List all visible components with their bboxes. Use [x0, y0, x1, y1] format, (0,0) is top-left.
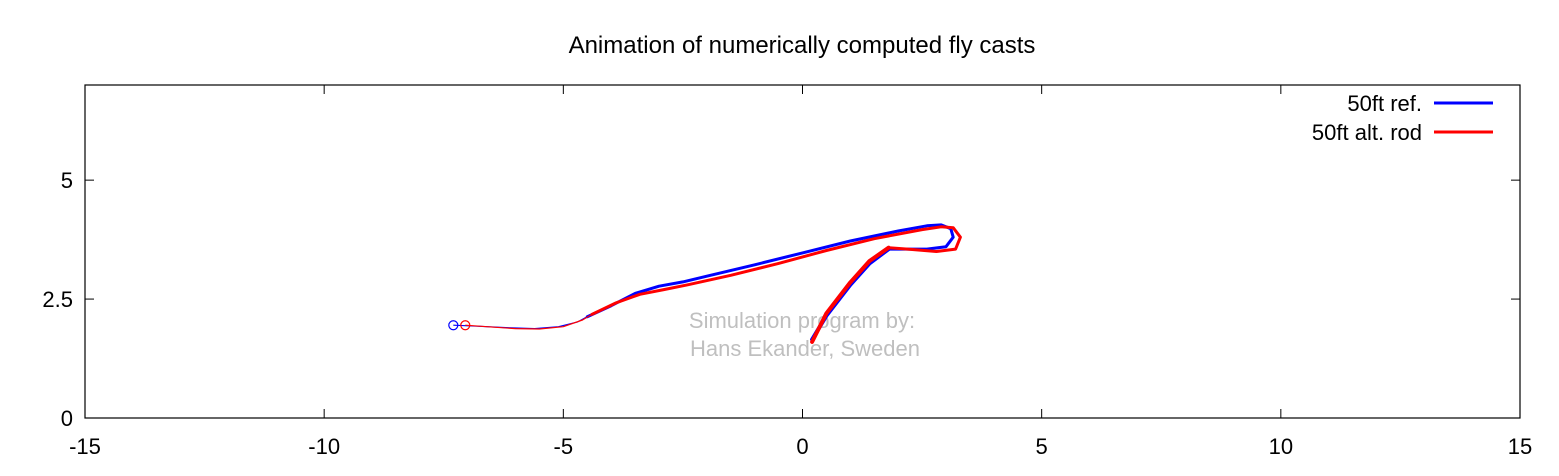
y-tick-label: 5 [61, 168, 73, 193]
series-layer [448, 223, 962, 344]
annotation-line-1: Simulation program by: [689, 308, 915, 333]
x-tick-label: -5 [554, 434, 574, 459]
x-tick-label: 10 [1269, 434, 1293, 459]
legend-label-1: 50ft ref. [1347, 91, 1422, 116]
series-2-fly-line [590, 225, 962, 316]
y-tick-label: 0 [61, 406, 73, 431]
series-2-rod [810, 245, 891, 344]
legend: 50ft ref. 50ft alt. rod [1312, 91, 1493, 145]
series-2-tip-marker [460, 320, 471, 331]
x-tick-label: -15 [69, 434, 101, 459]
legend-label-2: 50ft alt. rod [1312, 120, 1422, 145]
series-1-leader-line [453, 316, 588, 330]
series-2 [460, 225, 962, 344]
chart-title: Animation of numerically computed fly ca… [569, 32, 1036, 59]
annotation-line-2: Hans Ekander, Sweden [690, 336, 920, 361]
series-1-tip-marker [448, 320, 459, 331]
x-tick-label: 0 [796, 434, 808, 459]
axis-ticks: -15 -10 -5 0 5 10 15 0 2.5 5 [42, 85, 1532, 459]
watermark-annotation: Simulation program by: Hans Ekander, Swe… [689, 308, 920, 361]
x-tick-label: -10 [308, 434, 340, 459]
x-tick-label: 15 [1508, 434, 1532, 459]
x-tick-label: 5 [1036, 434, 1048, 459]
y-tick-label: 2.5 [42, 287, 73, 312]
series-2-leader-line [465, 313, 593, 330]
series-1-fly-line [585, 223, 955, 319]
